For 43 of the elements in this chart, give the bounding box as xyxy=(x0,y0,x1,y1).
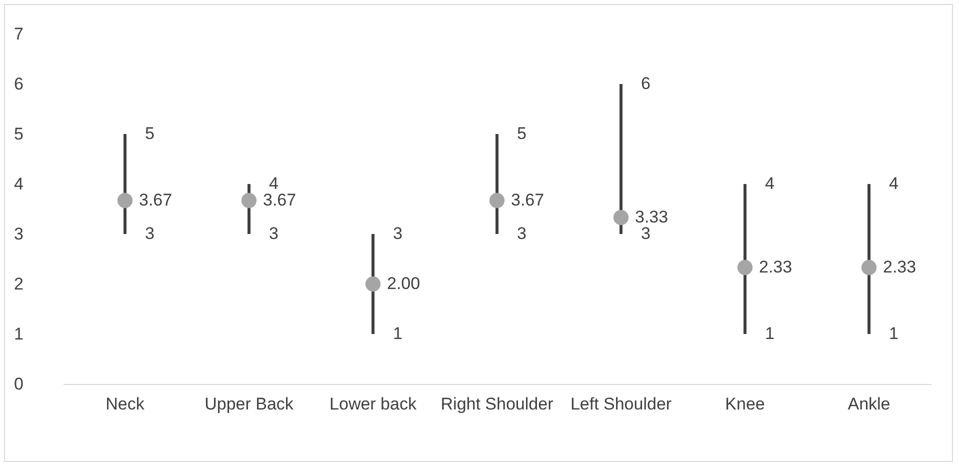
y-tick-label: 2 xyxy=(14,274,24,294)
annotation: 1 xyxy=(393,324,402,343)
data-label: 3.33 xyxy=(635,208,668,226)
y-tick-label: 7 xyxy=(14,24,24,44)
y-tick-label: 0 xyxy=(14,374,24,394)
y-tick-label: 6 xyxy=(14,74,24,94)
annotation: 6 xyxy=(641,74,650,93)
x-tick-label: Upper Back xyxy=(204,394,294,414)
annotation: 4 xyxy=(269,174,278,193)
point xyxy=(737,260,753,276)
point xyxy=(365,276,381,292)
annotation: 4 xyxy=(765,174,774,193)
data-label: 2.33 xyxy=(759,258,792,276)
data-label: 2.00 xyxy=(387,274,420,293)
annotation: 3 xyxy=(517,224,526,243)
data-label: 3.67 xyxy=(139,190,172,210)
point xyxy=(861,260,877,276)
annotation: 5 xyxy=(517,124,526,143)
annotation: 1 xyxy=(765,324,774,343)
y-tick-label: 5 xyxy=(14,124,24,144)
point xyxy=(117,192,133,208)
annotation: 1 xyxy=(889,324,898,343)
annotation: 3 xyxy=(641,224,650,243)
annotation: 3 xyxy=(269,224,278,243)
annotation: 4 xyxy=(889,174,898,193)
x-tick-label: Ankle xyxy=(848,394,890,414)
x-tick-label: Right Shoulder xyxy=(440,394,554,414)
annotation: 5 xyxy=(145,124,154,143)
x-tick-label: Knee xyxy=(725,394,765,414)
data-label: 2.33 xyxy=(883,258,916,276)
y-tick-label: 4 xyxy=(14,174,24,194)
y-tick-label: 3 xyxy=(14,224,24,244)
data-label: 3.67 xyxy=(511,190,544,210)
data-label: 3.67 xyxy=(263,190,296,210)
x-tick-label: Neck xyxy=(106,394,145,414)
point xyxy=(241,192,257,208)
point xyxy=(489,192,505,208)
x-tick-label: Left Shoulder xyxy=(570,394,672,414)
y-tick-label: 1 xyxy=(14,324,24,344)
point xyxy=(613,210,629,226)
x-tick-label: Lower back xyxy=(330,394,417,414)
annotation: 3 xyxy=(393,224,402,243)
annotation: 3 xyxy=(145,224,154,243)
